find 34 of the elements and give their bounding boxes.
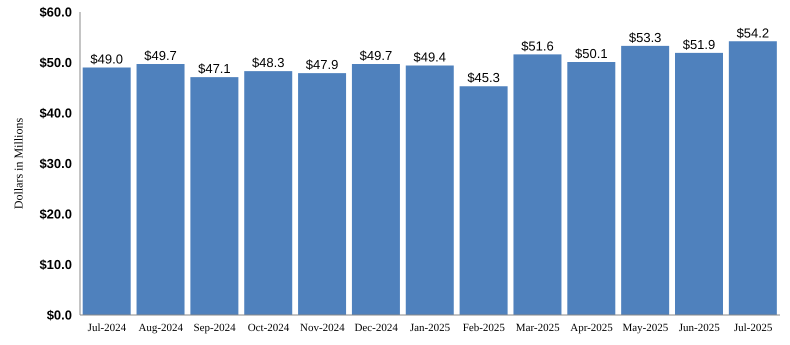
data-label: $49.7 [144, 48, 177, 64]
x-tick-label: Aug-2024 [138, 322, 184, 334]
y-tick-label: $30.0 [39, 156, 72, 172]
data-label: $53.3 [628, 30, 662, 45]
y-tick-label: $20.0 [39, 206, 72, 222]
x-tick-label: Jul-2025 [734, 322, 773, 334]
y-tick-label: $0.0 [46, 308, 72, 323]
x-tick-label: Sep-2024 [194, 322, 236, 334]
data-label: $49.7 [360, 48, 392, 64]
data-label: $45.3 [467, 70, 500, 86]
y-axis-title: Dollars in Millions [11, 118, 26, 210]
x-tick-label: May-2025 [622, 322, 669, 334]
data-label: $54.2 [736, 25, 770, 40]
x-tick-label: Jan-2025 [410, 322, 451, 334]
x-tick-label: Oct-2024 [248, 322, 290, 334]
x-tick-label: Jul-2024 [88, 322, 127, 334]
y-tick-label: $60.0 [39, 4, 72, 20]
y-tick-label: $50.0 [39, 55, 72, 70]
x-tick-label: Dec-2024 [354, 322, 398, 334]
x-tick-label: Feb-2025 [462, 322, 506, 334]
data-label: $48.3 [252, 55, 285, 70]
data-label: $51.6 [521, 38, 554, 54]
data-label: $49.4 [413, 50, 446, 65]
y-tick-label: $40.0 [39, 106, 72, 121]
data-label: $51.9 [682, 36, 716, 52]
data-label: $47.9 [306, 57, 338, 72]
data-label: $49.0 [90, 52, 123, 67]
x-tick-label: Jun-2025 [678, 322, 720, 334]
data-label: $50.1 [575, 46, 608, 61]
data-label: $47.1 [198, 61, 231, 76]
x-tick-label: Nov-2024 [300, 322, 346, 334]
y-tick-label: $10.0 [39, 257, 72, 272]
x-tick-label: Mar-2025 [516, 322, 560, 334]
x-tick-label: Apr-2025 [570, 322, 614, 334]
